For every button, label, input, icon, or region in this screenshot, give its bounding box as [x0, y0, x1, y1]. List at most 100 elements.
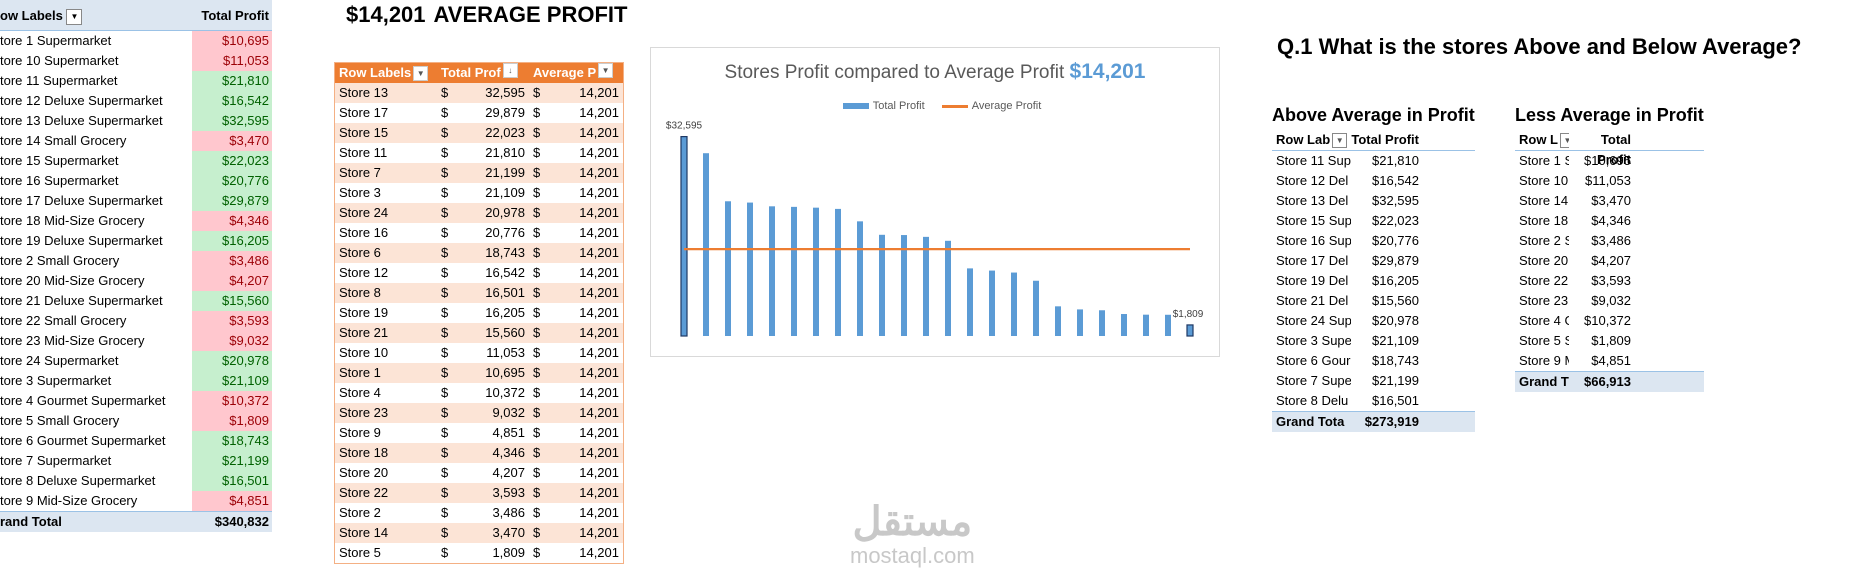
- data-label-max: $32,595: [666, 121, 703, 132]
- average-profit-value: 14,201: [579, 265, 619, 280]
- table-row: Store 12 $16,542 $14,201: [335, 263, 623, 283]
- currency-symbol: $: [533, 245, 541, 260]
- table-row: tore 16 Supermarket $20,776: [0, 171, 272, 191]
- profit-value: $10,372: [192, 391, 272, 411]
- profit-value: $10,695: [1584, 153, 1631, 168]
- store-label: Store 12: [339, 265, 389, 280]
- currency-symbol: $: [533, 165, 541, 180]
- legend-average-profit: Average Profit: [971, 100, 1042, 112]
- total-profit-cell: $20,776: [437, 223, 529, 243]
- total-profit-header: Total Profit: [1351, 132, 1419, 147]
- profit-chart[interactable]: Stores Profit compared to Average Profit…: [650, 47, 1220, 357]
- profit-value: $21,199: [1372, 373, 1419, 388]
- currency-symbol: $: [441, 185, 449, 200]
- profit-value: $9,032: [1591, 293, 1631, 308]
- bar-store-16: [835, 208, 841, 336]
- above-rows: Store 11 Sup $21,810 Store 12 Del $16,542 St…: [1272, 151, 1475, 411]
- store-label: tore 14 Small Grocery: [0, 133, 127, 148]
- table-row: Store 18 $4,346: [1515, 211, 1704, 231]
- table-row: Store 22 $3,593: [1515, 271, 1704, 291]
- table-row: tore 3 Supermarket $21,109: [0, 371, 272, 391]
- sort-descending-icon[interactable]: ↓: [502, 63, 518, 78]
- filter-dropdown-icon[interactable]: ▼: [66, 8, 83, 25]
- bar-store-1: [989, 270, 995, 336]
- store-label: Store 8: [339, 285, 381, 300]
- total-profit-cell: $16,542: [437, 263, 529, 283]
- filter-dropdown-icon[interactable]: ▼: [413, 66, 429, 82]
- bar-store-24: [813, 207, 819, 336]
- total-profit-cell: $32,595: [437, 83, 529, 103]
- total-profit-value: 10,372: [485, 385, 525, 400]
- table-row: Store 9 M $4,851: [1515, 351, 1704, 371]
- bar-store-8: [901, 235, 907, 336]
- average-profit-value: 14,201: [579, 225, 619, 240]
- table-row: tore 14 Small Grocery $3,470: [0, 131, 272, 151]
- profit-value: $18,743: [192, 431, 272, 451]
- bar-store-23: [1033, 280, 1039, 336]
- store-label: tore 24 Supermarket: [0, 353, 119, 368]
- table-row: tore 20 Mid-Size Grocery $4,207: [0, 271, 272, 291]
- store-label: tore 9 Mid-Size Grocery: [0, 493, 138, 508]
- bar-store-7: [769, 206, 775, 336]
- store-profit-pivot: ow Labels ▼ Total Profit tore 1 Supermar…: [0, 0, 272, 532]
- total-profit-cell: $16,501: [437, 283, 529, 303]
- currency-symbol: $: [441, 105, 449, 120]
- chart-title: Stores Profit compared to Average Profit…: [724, 60, 1146, 83]
- total-profit-value: 4,207: [492, 465, 525, 480]
- total-profit-cell: $3,593: [437, 483, 529, 503]
- average-profit-headline: $14,201 AVERAGE PROFIT: [346, 2, 635, 28]
- bar-store-14: [1165, 314, 1171, 336]
- profit-value: $22,023: [1372, 213, 1419, 228]
- total-profit-cell: $18,743: [437, 243, 529, 263]
- currency-symbol: $: [441, 485, 449, 500]
- pivot-header: ow Labels ▼ Total Profit: [0, 0, 272, 31]
- currency-symbol: $: [533, 465, 541, 480]
- table-row: Store 1 S $10,695: [1515, 151, 1704, 171]
- table-row: Store 2 $3,486 $14,201: [335, 503, 623, 523]
- total-profit-value: 15,560: [485, 325, 525, 340]
- profit-value: $15,560: [192, 291, 272, 311]
- above-grand-total-row: Grand Tota $273,919: [1272, 411, 1475, 432]
- profit-value: $21,109: [1372, 333, 1419, 348]
- table-row: Store 23 $9,032: [1515, 291, 1704, 311]
- store-label: Store 16: [339, 225, 389, 240]
- store-label: Store 10: [339, 345, 389, 360]
- average-profit-cell: $14,201: [529, 123, 623, 143]
- profit-value: $16,205: [192, 231, 272, 251]
- total-profit-cell: $3,486: [437, 503, 529, 523]
- store-label: tore 13 Deluxe Supermarket: [0, 113, 163, 128]
- average-profit-cell: $14,201: [529, 523, 623, 543]
- store-label: Store 3 Supe: [1276, 333, 1351, 348]
- store-label: Store 17: [339, 105, 389, 120]
- table-row: tore 5 Small Grocery $1,809: [0, 411, 272, 431]
- filter-dropdown-icon[interactable]: ▼: [598, 63, 614, 78]
- total-profit-value: 4,851: [492, 425, 525, 440]
- store-label: Store 23: [339, 405, 389, 420]
- store-label: tore 1 Supermarket: [0, 33, 112, 48]
- total-profit-cell: $10,372: [437, 383, 529, 403]
- currency-symbol: $: [441, 225, 449, 240]
- store-label: Store 18: [339, 445, 389, 460]
- table-row: Store 19 $16,205 $14,201: [335, 303, 623, 323]
- average-profit-cell: $14,201: [529, 283, 623, 303]
- average-profit-cell: $14,201: [529, 243, 623, 263]
- profit-value: $16,501: [192, 471, 272, 491]
- average-profit-value: 14,201: [579, 285, 619, 300]
- profit-value: $11,053: [1584, 173, 1631, 188]
- table-row: tore 9 Mid-Size Grocery $4,851: [0, 491, 272, 511]
- total-profit-value: 20,776: [485, 225, 525, 240]
- table-row: tore 2 Small Grocery $3,486: [0, 251, 272, 271]
- legend-line-swatch: [941, 104, 968, 108]
- filter-applied-icon[interactable]: ▼: [1332, 133, 1348, 149]
- profit-value: $4,346: [1591, 213, 1631, 228]
- filter-applied-icon[interactable]: ▼: [1560, 133, 1569, 149]
- currency-symbol: $: [533, 505, 541, 520]
- profit-value: $20,978: [1372, 313, 1419, 328]
- average-profit-value: 14,201: [579, 85, 619, 100]
- table-row: Store 18 $4,346 $14,201: [335, 443, 623, 463]
- legend-bar-swatch: [842, 103, 869, 110]
- profit-value: $20,776: [192, 171, 272, 191]
- average-profit-value: 14,201: [579, 125, 619, 140]
- total-profit-header: Total Profit: [201, 8, 269, 23]
- store-label: Store 18: [1519, 213, 1569, 228]
